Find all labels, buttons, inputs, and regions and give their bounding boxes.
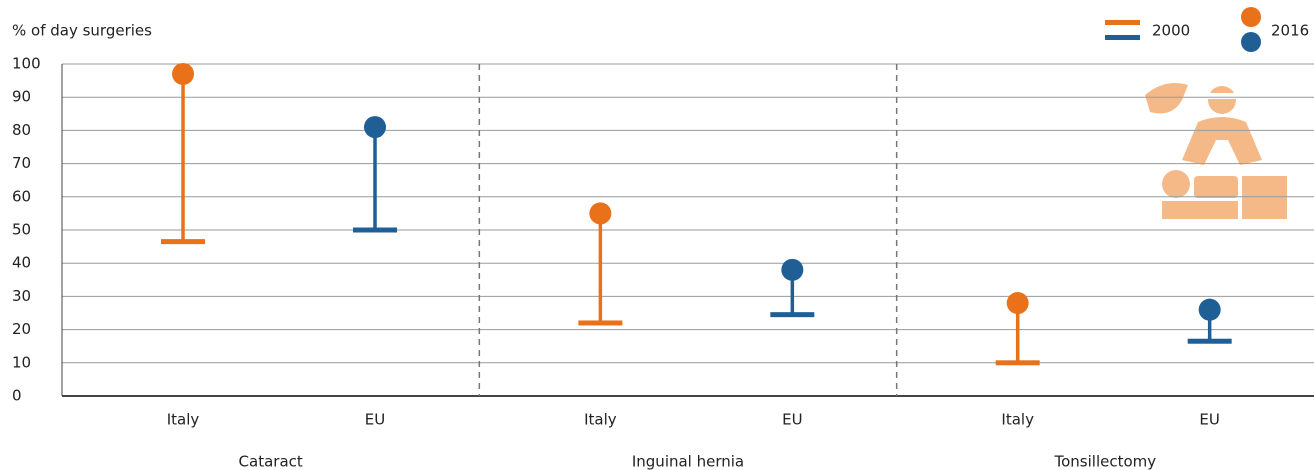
y-tick-label: 50 — [12, 221, 31, 239]
legend-swatch — [1241, 32, 1261, 52]
icon-lamp — [1145, 82, 1188, 114]
start-bar — [995, 360, 1040, 366]
end-dot — [364, 116, 386, 139]
start-bar — [161, 239, 206, 245]
x-tick-label: EU — [1199, 411, 1219, 429]
icon-body — [1182, 117, 1262, 165]
icon-cart — [1242, 176, 1287, 219]
legend-label: 2016 — [1271, 22, 1309, 40]
start-bar — [353, 227, 397, 233]
icon-patient-body — [1194, 176, 1238, 198]
legend-swatch — [1105, 20, 1140, 25]
end-dot — [1006, 292, 1029, 315]
y-tick-label: 10 — [12, 353, 31, 371]
end-dot — [172, 62, 195, 85]
x-tick-label: Italy — [1001, 411, 1034, 429]
end-dot — [1198, 298, 1221, 321]
y-tick-label: 80 — [12, 121, 31, 139]
legend-swatch — [1241, 7, 1261, 27]
y-tick-label: 60 — [12, 187, 31, 205]
group-label: Inguinal hernia — [632, 453, 744, 470]
y-tick-label: 0 — [12, 387, 22, 405]
icon-table — [1162, 201, 1238, 219]
y-tick-label: 70 — [12, 154, 31, 172]
icon-head — [1208, 86, 1236, 114]
y-tick-label: 40 — [12, 254, 31, 272]
legend-swatch — [1105, 35, 1140, 40]
start-bar — [770, 312, 815, 318]
surgery-icon — [1145, 82, 1287, 219]
y-tick-label: 20 — [12, 320, 31, 338]
y-tick-label: 90 — [12, 88, 31, 106]
end-dot — [589, 202, 612, 225]
icon-patient-head — [1162, 170, 1190, 198]
group-label: Tonsillectomy — [1054, 453, 1157, 470]
start-bar — [578, 320, 623, 326]
y-tick-label: 30 — [12, 287, 31, 305]
x-tick-label: EU — [782, 411, 802, 429]
legend-label: 2000 — [1152, 22, 1190, 40]
group-label: Cataract — [239, 453, 303, 470]
start-bar — [1187, 338, 1232, 344]
x-tick-label: EU — [365, 411, 385, 429]
y-tick-label: 100 — [12, 55, 41, 73]
x-tick-label: Italy — [584, 411, 617, 429]
y-axis-label: % of day surgeries — [12, 22, 152, 40]
icon-mask — [1200, 93, 1244, 99]
x-tick-label: Italy — [167, 411, 200, 429]
end-dot — [781, 258, 804, 281]
